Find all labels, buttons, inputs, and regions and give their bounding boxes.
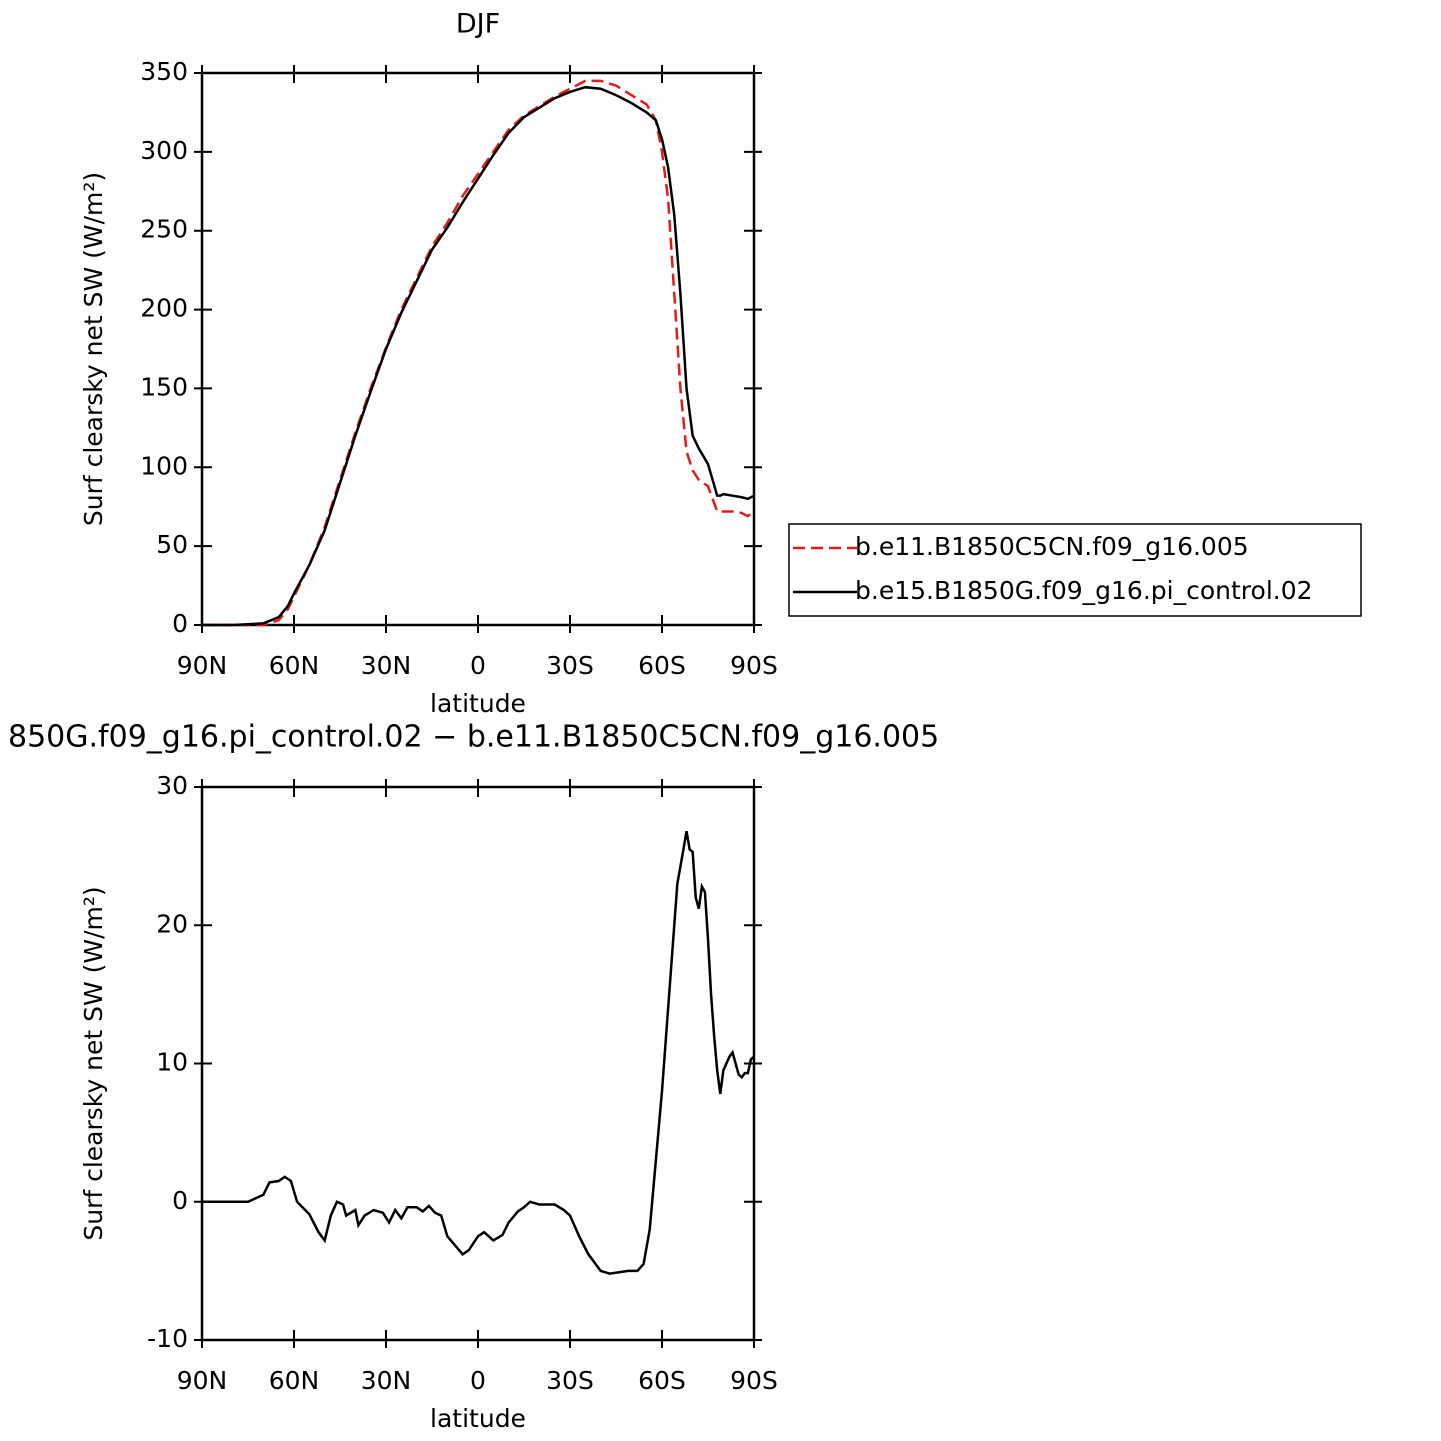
x-tick-label: 90N [177, 651, 228, 680]
y-tick-label: 350 [140, 57, 188, 86]
data-line [202, 79, 755, 627]
data-line [202, 831, 755, 1275]
y-tick-label: 200 [140, 294, 188, 323]
chart-title: DJF [456, 9, 500, 40]
plot-frame [200, 71, 756, 627]
x-tick-label: 60N [269, 1366, 320, 1395]
y-tick-label: 0 [172, 609, 188, 638]
y-tick-label: 10 [156, 1048, 188, 1077]
x-tick-label: 60S [638, 1366, 686, 1395]
y-tick-label: 150 [140, 372, 188, 401]
x-axis-label: latitude [430, 689, 526, 718]
y-tick-label: 0 [172, 1186, 188, 1215]
x-tick-label: 90S [730, 651, 778, 680]
x-tick-label: 30N [361, 651, 412, 680]
x-tick-label: 30S [546, 1366, 594, 1395]
x-tick-label: 60N [269, 651, 320, 680]
y-tick-label: 250 [140, 215, 188, 244]
y-tick-label: 30 [156, 771, 188, 800]
y-tick-label: -10 [147, 1324, 188, 1353]
plot-frame [200, 785, 756, 1342]
legend-label: b.e11.B1850C5CN.f09_g16.005 [855, 532, 1249, 561]
x-tick-label: 60S [638, 651, 686, 680]
x-tick-label: 90S [730, 1366, 778, 1395]
y-tick-label: 300 [140, 136, 188, 165]
chart-title: 850G.f09_g16.pi_control.02 − b.e11.B1850… [8, 720, 939, 755]
x-tick-label: 30N [361, 1366, 412, 1395]
legend-box [788, 523, 1362, 617]
x-tick-label: 0 [470, 1366, 486, 1395]
legend-label: b.e15.B1850G.f09_g16.pi_control.02 [855, 576, 1313, 605]
x-tick-label: 90N [177, 1366, 228, 1395]
x-axis-label: latitude [430, 1404, 526, 1433]
y-tick-label: 100 [140, 451, 188, 480]
y-tick-label: 50 [156, 530, 188, 559]
data-line [202, 85, 755, 627]
y-axis-label: Surf clearsky net SW (W/m²) [79, 886, 108, 1240]
y-tick-label: 20 [156, 909, 188, 938]
x-tick-label: 0 [470, 651, 486, 680]
y-axis-label: Surf clearsky net SW (W/m²) [79, 172, 108, 526]
x-tick-label: 30S [546, 651, 594, 680]
